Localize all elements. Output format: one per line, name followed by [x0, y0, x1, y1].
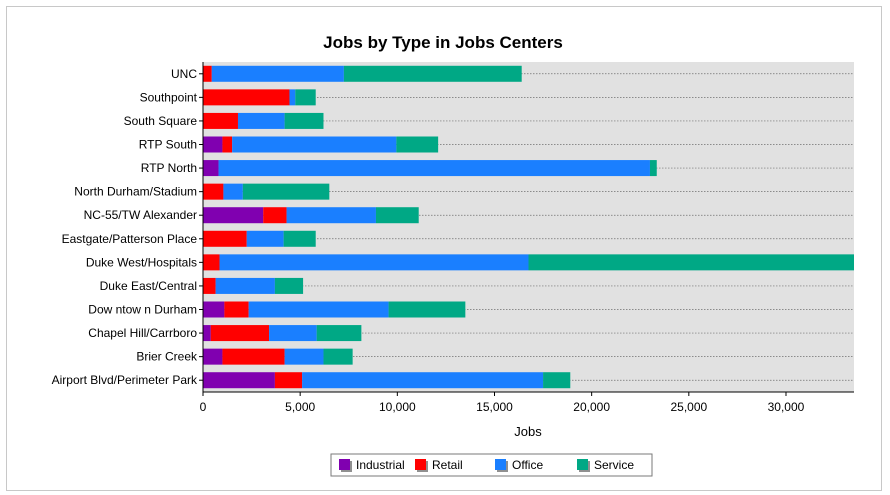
bar-segment-retail: [203, 65, 212, 82]
legend-swatch-retail: [415, 459, 426, 470]
bar-segment-retail: [203, 230, 247, 247]
bar-segment-retail: [203, 254, 220, 271]
bar-segment-industrial: [203, 301, 225, 318]
bars: [203, 65, 854, 389]
bar-segment-service: [316, 325, 362, 342]
legend-label-office: Office: [512, 458, 543, 472]
bar-segment-retail: [210, 325, 270, 342]
bar-segment-office: [232, 136, 397, 153]
bar-segment-service: [528, 254, 854, 271]
bar-segment-service: [375, 207, 419, 224]
category-label: Duke East/Central: [100, 279, 197, 293]
chart-title: Jobs by Type in Jobs Centers: [323, 33, 563, 52]
category-label: Airport Blvd/Perimeter Park: [52, 373, 198, 387]
bar-segment-industrial: [203, 207, 264, 224]
x-tick-label: 5,000: [285, 400, 315, 414]
bar-segment-office: [286, 207, 376, 224]
category-label: RTP North: [141, 161, 197, 175]
legend-swatch-service: [577, 459, 588, 470]
bar-segment-retail: [203, 112, 238, 129]
category-label: Dow ntow n Durham: [88, 303, 197, 317]
bar-segment-office: [223, 183, 243, 200]
bar-segment-retail: [222, 348, 285, 365]
x-tick-label: 25,000: [670, 400, 707, 414]
bar-segment-office: [289, 89, 296, 106]
x-tick-label: 15,000: [476, 400, 513, 414]
category-label: RTP South: [139, 138, 197, 152]
bar-segment-retail: [203, 277, 216, 294]
legend-swatch-industrial: [339, 459, 350, 470]
bar-segment-service: [388, 301, 466, 318]
bar-segment-service: [323, 348, 353, 365]
bar-segment-industrial: [203, 160, 219, 177]
bar-segment-office: [237, 112, 285, 129]
x-tick-label: 10,000: [379, 400, 416, 414]
bar-segment-service: [295, 89, 316, 106]
x-axis-title: Jobs: [514, 424, 542, 439]
bar-segment-retail: [224, 301, 249, 318]
bar-segment-industrial: [203, 372, 275, 389]
bar-segment-service: [343, 65, 522, 82]
bar-segment-retail: [263, 207, 287, 224]
category-label: North Durham/Stadium: [74, 185, 197, 199]
category-label: Chapel Hill/Carrboro: [88, 326, 197, 340]
bar-segment-retail: [222, 136, 233, 153]
category-label: NC-55/TW Alexander: [84, 208, 197, 222]
bar-segment-industrial: [203, 348, 223, 365]
category-label: Eastgate/Patterson Place: [62, 232, 198, 246]
category-label: UNC: [171, 67, 197, 81]
legend-swatch-office: [495, 459, 506, 470]
category-label: Duke West/Hospitals: [86, 255, 197, 269]
bar-segment-industrial: [203, 325, 211, 342]
axes: [199, 62, 854, 396]
bar-segment-retail: [203, 183, 224, 200]
legend-box: [330, 453, 653, 477]
bar-segment-office: [248, 301, 389, 318]
x-tick-label: 0: [200, 400, 207, 414]
bar-segment-service: [242, 183, 330, 200]
bar-segment-office: [218, 160, 650, 177]
legend: Industrial Retail Office Service: [330, 453, 653, 477]
category-label: Southpoint: [140, 90, 198, 104]
bar-segment-industrial: [203, 136, 223, 153]
x-tick-labels: 0 5,000 10,000 15,000 20,000 25,000 30,000: [200, 400, 805, 414]
plot-area: [203, 62, 854, 392]
bar-segment-office: [246, 230, 284, 247]
bar-segment-office: [284, 348, 324, 365]
category-label: Brier Creek: [136, 350, 198, 364]
bar-segment-office: [219, 254, 529, 271]
legend-label-retail: Retail: [432, 458, 463, 472]
x-tick-label: 30,000: [768, 400, 805, 414]
bar-segment-service: [649, 160, 657, 177]
category-labels: UNC Southpoint South Square RTP South RTP No…: [52, 67, 198, 387]
category-label: South Square: [124, 114, 198, 128]
bar-segment-office: [215, 277, 275, 294]
bar-segment-service: [283, 230, 316, 247]
bar-segment-office: [302, 372, 544, 389]
bar-segment-service: [543, 372, 571, 389]
bar-segment-retail: [203, 89, 290, 106]
legend-label-industrial: Industrial: [356, 458, 405, 472]
bar-segment-service: [284, 112, 324, 129]
bar-segment-retail: [274, 372, 303, 389]
bar-segment-service: [396, 136, 439, 153]
bar-segment-office: [211, 65, 344, 82]
bar-segment-service: [274, 277, 304, 294]
x-tick-label: 20,000: [573, 400, 610, 414]
bar-segment-office: [269, 325, 317, 342]
legend-label-service: Service: [594, 458, 634, 472]
